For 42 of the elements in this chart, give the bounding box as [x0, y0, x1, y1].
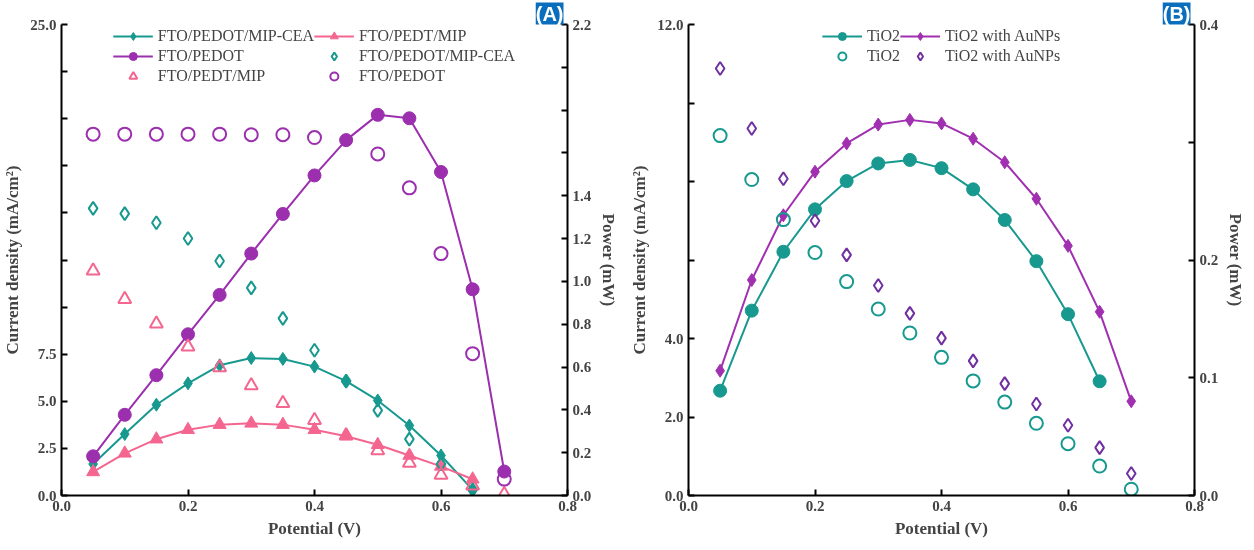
y2-tick-label: 0.8	[572, 316, 592, 333]
x-tick-label: 0.6	[1058, 497, 1078, 514]
legend-label: FTO/PEDOT/MIP-CEA	[359, 47, 516, 65]
legend-label: FTO/PEDT/MIP	[359, 27, 467, 45]
text: (B)	[1162, 2, 1191, 25]
y-axis-title: Current density (mA/cm²)	[3, 165, 23, 355]
y2-tick-label: 1.2	[572, 230, 592, 247]
legend-label: FTO/PEDOT/MIP-CEA	[157, 27, 314, 45]
y-tick-label: 25.0	[30, 16, 57, 33]
x-tick-label: 0.2	[178, 497, 198, 514]
y-tick-label: 7.5	[37, 346, 57, 363]
legend-label: TiO2	[866, 47, 901, 65]
y2-tick-label: 2.2	[572, 16, 592, 33]
y2-tick-label: 0.2	[572, 444, 592, 461]
y2-axis-title: Power (mW)	[1226, 213, 1246, 307]
x-tick-label: 0.2	[805, 497, 825, 514]
legend-label: TiO2 with AuNPs	[945, 27, 1061, 45]
y-tick-label: 4.0	[664, 330, 684, 347]
y2-tick-label: 0.1	[1199, 369, 1219, 386]
x-tick-label: 0.6	[431, 497, 451, 514]
y-axis-title: Current density (mA/cm²)	[630, 165, 650, 355]
legend-label: TiO2 with AuNPs	[945, 47, 1061, 65]
y-tick-label: 2.0	[664, 409, 684, 425]
y2-tick-label: 0.6	[572, 359, 592, 376]
legend-label: FTO/PEDOT	[157, 47, 244, 65]
y2-tick-label: 0.4	[572, 401, 592, 418]
text: (A)	[535, 2, 564, 25]
y-tick-label: 5.0	[37, 393, 57, 410]
y2-tick-label: 0.2	[1199, 252, 1219, 268]
legend-label: FTO/PEDOT	[359, 67, 445, 85]
legend-label: FTO/PEDT/MIP	[157, 67, 266, 85]
y2-tick-label: 0.4	[1199, 16, 1219, 33]
x-tick-label: 0.4	[932, 497, 952, 514]
x-axis-title: Potential (V)	[895, 518, 989, 538]
x-tick-label: 0.4	[305, 497, 325, 514]
y-tick-label: 2.5	[37, 440, 57, 457]
legend-label: TiO2	[866, 27, 901, 45]
x-axis-title: Potential (V)	[268, 518, 362, 538]
y-tick-label: 12.0	[657, 16, 684, 33]
y2-tick-label: 1.4	[572, 187, 592, 204]
y2-axis-title: Power (mW)	[599, 213, 619, 307]
y2-tick-label: 1.0	[572, 273, 592, 290]
